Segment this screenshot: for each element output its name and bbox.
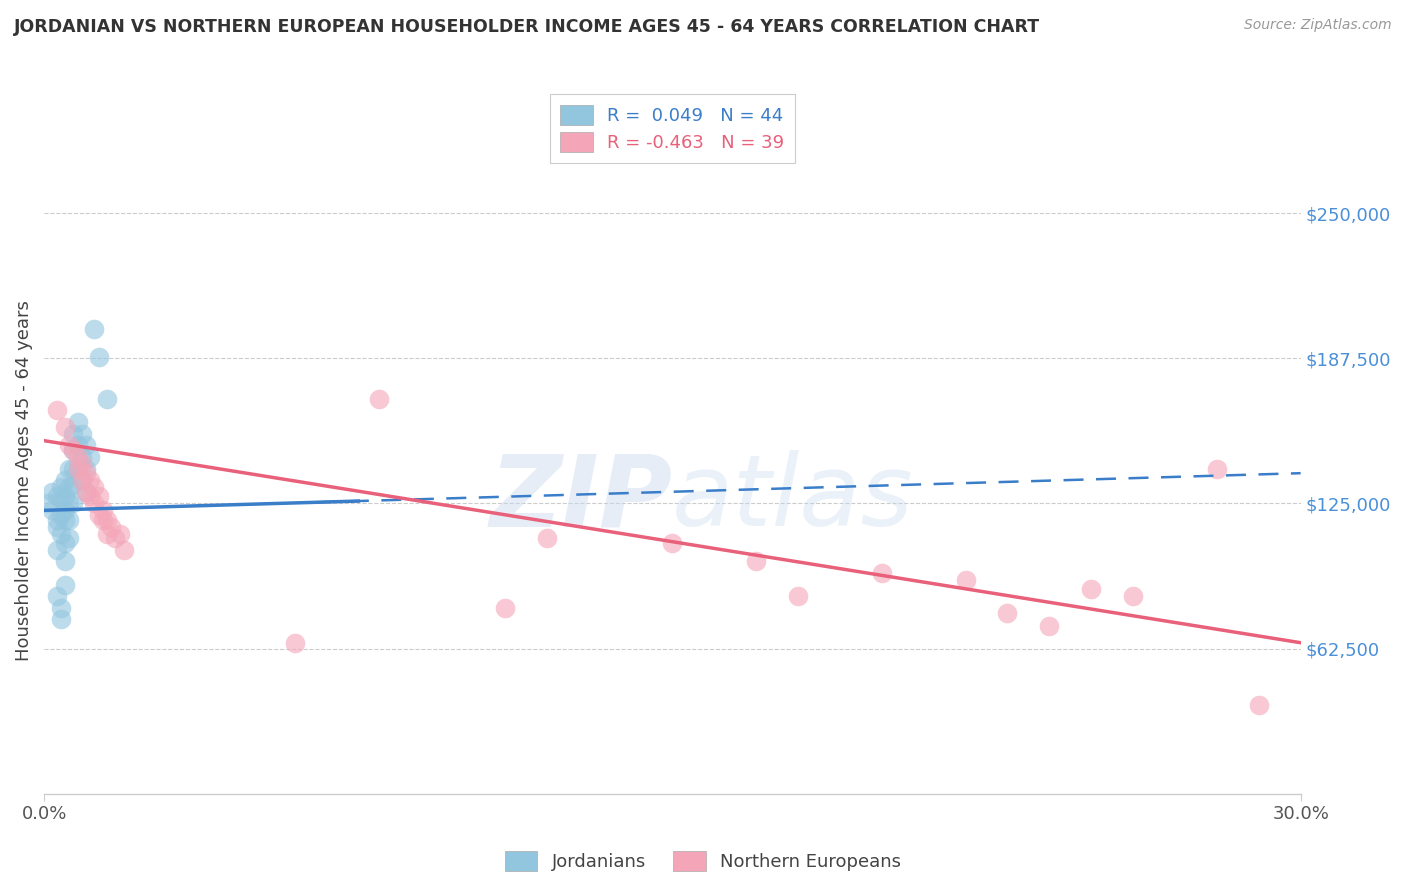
Point <box>70 473 93 487</box>
Point <box>1205 461 1227 475</box>
Point <box>494 600 516 615</box>
Point <box>62 442 84 457</box>
Text: JORDANIAN VS NORTHERN EUROPEAN HOUSEHOLDER INCOME AGES 45 - 64 YEARS CORRELATION: JORDANIAN VS NORTHERN EUROPEAN HOUSEHOLD… <box>14 18 1040 36</box>
Point <box>49 508 72 522</box>
Point <box>1038 619 1060 633</box>
Point <box>75 484 97 499</box>
Point <box>53 473 76 487</box>
Point <box>41 484 63 499</box>
Point <box>58 438 80 452</box>
Point <box>53 554 76 568</box>
Point <box>108 526 131 541</box>
Point <box>66 461 89 475</box>
Point <box>66 438 89 452</box>
Point <box>96 513 118 527</box>
Point <box>49 612 72 626</box>
Point <box>70 450 93 464</box>
Point <box>62 426 84 441</box>
Point <box>45 519 67 533</box>
Legend: R =  0.049   N = 44, R = -0.463   N = 39: R = 0.049 N = 44, R = -0.463 N = 39 <box>550 95 796 163</box>
Point <box>1080 582 1102 597</box>
Point <box>96 392 118 406</box>
Point <box>112 542 135 557</box>
Point <box>49 600 72 615</box>
Point <box>83 322 105 336</box>
Text: ZIP: ZIP <box>489 450 672 548</box>
Point <box>79 473 101 487</box>
Point <box>1122 589 1144 603</box>
Point <box>62 477 84 491</box>
Point <box>53 490 76 504</box>
Point <box>66 450 89 464</box>
Point <box>83 480 105 494</box>
Point <box>58 531 80 545</box>
Point <box>75 484 97 499</box>
Point <box>368 392 391 406</box>
Point <box>53 503 76 517</box>
Point <box>62 442 84 457</box>
Point <box>284 636 307 650</box>
Point <box>45 589 67 603</box>
Point <box>45 403 67 417</box>
Point <box>91 503 114 517</box>
Point <box>49 480 72 494</box>
Point <box>79 450 101 464</box>
Point <box>70 473 93 487</box>
Point <box>955 573 977 587</box>
Point <box>58 513 80 527</box>
Point <box>53 577 76 591</box>
Point <box>66 415 89 429</box>
Point <box>66 461 89 475</box>
Point <box>83 496 105 510</box>
Text: Source: ZipAtlas.com: Source: ZipAtlas.com <box>1244 18 1392 32</box>
Point <box>49 526 72 541</box>
Point <box>62 461 84 475</box>
Point <box>79 490 101 504</box>
Point <box>75 438 97 452</box>
Point <box>41 503 63 517</box>
Point <box>53 536 76 550</box>
Point <box>1247 698 1270 713</box>
Point <box>62 496 84 510</box>
Point <box>100 519 122 533</box>
Legend: Jordanians, Northern Europeans: Jordanians, Northern Europeans <box>498 844 908 879</box>
Point <box>536 531 558 545</box>
Point <box>49 491 72 506</box>
Point <box>70 457 93 471</box>
Point <box>870 566 893 580</box>
Point <box>997 606 1019 620</box>
Point <box>45 513 67 527</box>
Point <box>58 496 80 510</box>
Point <box>87 350 110 364</box>
Point <box>87 490 110 504</box>
Point <box>58 461 80 475</box>
Point <box>745 554 768 568</box>
Point <box>104 531 127 545</box>
Point <box>787 589 810 603</box>
Point <box>87 508 110 522</box>
Point <box>45 490 67 504</box>
Point <box>53 419 76 434</box>
Point <box>45 542 67 557</box>
Point <box>75 466 97 480</box>
Point <box>91 513 114 527</box>
Y-axis label: Householder Income Ages 45 - 64 years: Householder Income Ages 45 - 64 years <box>15 300 32 661</box>
Text: atlas: atlas <box>672 450 914 548</box>
Point <box>70 426 93 441</box>
Point <box>96 526 118 541</box>
Point <box>53 513 76 527</box>
Point <box>58 480 80 494</box>
Point <box>75 461 97 475</box>
Point <box>661 536 683 550</box>
Point <box>37 496 59 510</box>
